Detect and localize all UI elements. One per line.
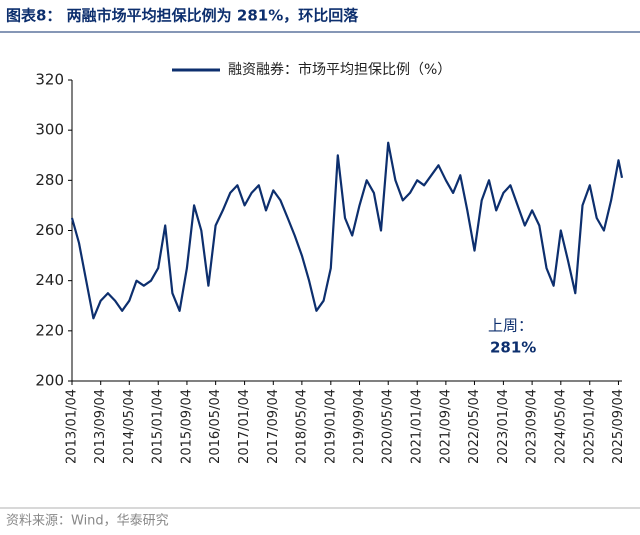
y-tick-label: 300: [35, 121, 64, 139]
x-tick-label: 2023/01/04: [496, 389, 511, 464]
source: 资料来源：Wind，华泰研究: [6, 514, 169, 529]
x-tick-label: 2015/09/04: [179, 389, 194, 464]
y-tick-label: 220: [35, 321, 64, 339]
x-tick-label: 2025/09/04: [611, 389, 626, 464]
x-tick-label: 2013/09/04: [93, 389, 108, 464]
x-tick-label: 2021/01/04: [410, 389, 425, 464]
annotation: 281%: [490, 339, 536, 357]
legend-label: 融资融券：市场平均担保比例（%）: [228, 61, 451, 78]
x-tick-label: 2024/05/04: [553, 389, 568, 464]
x-tick-label: 2017/09/04: [266, 389, 281, 464]
y-tick-label: 200: [35, 372, 64, 390]
x-tick-label: 2016/05/04: [208, 389, 223, 464]
x-tick-label: 2023/09/04: [525, 389, 540, 464]
annotation: 上周：: [488, 317, 533, 335]
x-tick-label: 2014/05/04: [122, 389, 137, 464]
y-tick-label: 240: [35, 271, 64, 289]
x-tick-label: 2019/09/04: [352, 389, 367, 464]
x-tick-label: 2018/05/04: [294, 389, 309, 464]
series-line: [70, 141, 624, 320]
y-tick-label: 280: [35, 171, 64, 189]
x-tick-label: 2021/09/04: [438, 389, 453, 464]
x-tick-label: 2022/05/04: [467, 389, 482, 464]
x-tick-label: 2013/01/04: [65, 389, 80, 464]
x-tick-label: 2025/01/04: [582, 389, 597, 464]
x-tick-label: 2020/05/04: [381, 389, 396, 464]
y-tick-label: 260: [35, 221, 64, 239]
x-tick-label: 2015/01/04: [151, 389, 166, 464]
chart-title: 图表8： 两融市场平均担保比例为 281%，环比回落: [6, 7, 359, 25]
y-tick-label: 320: [35, 71, 64, 89]
x-tick-label: 2017/01/04: [237, 389, 252, 464]
x-tick-label: 2019/01/04: [323, 389, 338, 464]
